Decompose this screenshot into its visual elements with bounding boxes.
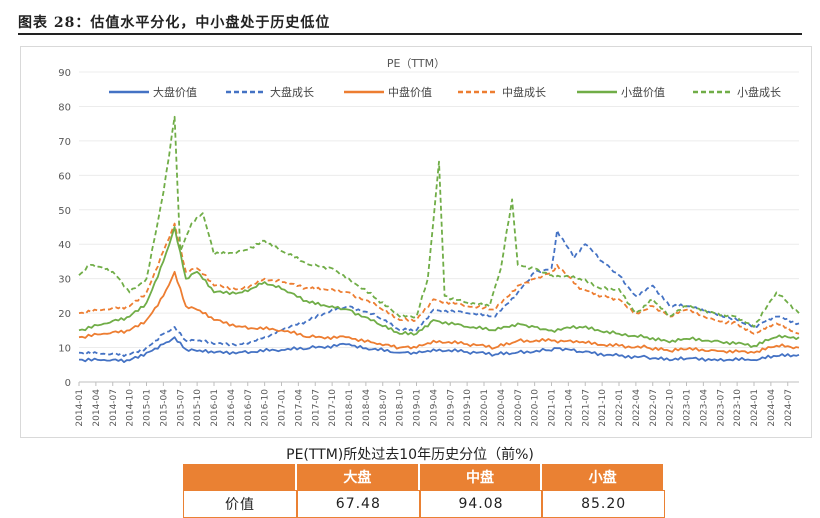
x-tick-label: 2024-01 — [750, 389, 760, 427]
x-axis: 2014-01 2014-04 2014-07 2014-10 2015-01 2015-… — [75, 382, 794, 427]
figure-title: 图表 28：估值水平分化，中小盘处于历史低位 — [18, 15, 331, 31]
table-row-label: 价值 — [183, 490, 297, 518]
chart-legend: 大盘价值 大盘成长 中盘价值 中盘成长 小盘价值 小盘成长 — [109, 85, 781, 99]
y-tick-label: 30 — [58, 275, 71, 286]
legend-label: 中盘价值 — [388, 85, 432, 99]
x-tick-label: 2015-07 — [176, 389, 186, 427]
table-cell: 85.20 — [542, 490, 665, 518]
x-tick-label: 2019-01 — [413, 389, 423, 427]
table-header-cell: 小盘 — [542, 464, 665, 490]
x-tick-label: 2015-04 — [159, 389, 169, 427]
series-lines — [78, 115, 800, 364]
x-tick-label: 2023-01 — [683, 389, 693, 427]
y-axis: 0 10 20 30 40 50 60 70 80 90 — [58, 68, 799, 389]
x-tick-label: 2017-01 — [278, 389, 288, 427]
x-tick-label: 2020-01 — [480, 389, 490, 427]
x-tick-label: 2014-10 — [126, 389, 136, 427]
x-tick-label: 2022-07 — [649, 389, 659, 427]
table-row: 价值 67.48 94.08 85.20 — [183, 490, 665, 518]
x-tick-label: 2021-01 — [548, 389, 558, 427]
x-tick-label: 2016-04 — [227, 389, 237, 427]
x-tick-label: 2014-07 — [109, 389, 119, 427]
chart-title: PE（TTM） — [387, 57, 445, 70]
x-tick-label: 2016-10 — [261, 389, 271, 427]
series-line-小盘成长 — [78, 115, 800, 328]
pe-line-chart: PE（TTM） 大盘价值 大盘成长 中盘价值 中盘成长 小盘价值 小盘成长 0 10 20 30… — [58, 57, 800, 427]
table-cell: 94.08 — [419, 490, 543, 518]
legend-label: 小盘价值 — [621, 85, 665, 99]
x-tick-label: 2019-10 — [463, 389, 473, 427]
legend-label: 大盘成长 — [270, 85, 314, 99]
x-tick-label: 2017-04 — [294, 389, 304, 427]
x-tick-label: 2018-01 — [345, 389, 355, 427]
legend-label: 小盘成长 — [737, 85, 781, 99]
y-gridlines — [79, 71, 799, 349]
series-line-中盘价值 — [78, 270, 800, 355]
y-tick-label: 20 — [58, 309, 71, 320]
x-tick-label: 2022-01 — [615, 389, 625, 427]
y-tick-label: 70 — [58, 137, 71, 148]
pe-chart: PE（TTM） 大盘价值 大盘成长 中盘价值 中盘成长 小盘价值 小盘成长 0 10 20 30… — [20, 46, 812, 438]
x-tick-label: 2017-07 — [311, 389, 321, 427]
x-tick-label: 2019-07 — [446, 389, 456, 427]
x-tick-label: 2024-04 — [767, 389, 777, 427]
y-tick-label: 10 — [58, 344, 71, 355]
x-tick-label: 2023-07 — [716, 389, 726, 427]
y-tick-label: 0 — [65, 378, 71, 389]
table-header-cell: 大盘 — [297, 464, 420, 490]
x-tick-label: 2022-10 — [666, 389, 676, 427]
x-tick-label: 2014-04 — [92, 389, 102, 427]
x-tick-label: 2021-10 — [598, 389, 608, 427]
table-cell: 67.48 — [297, 490, 420, 518]
series-line-小盘价值 — [78, 226, 800, 348]
y-tick-label: 80 — [58, 102, 71, 113]
x-tick-label: 2018-10 — [396, 389, 406, 427]
x-tick-label: 2020-04 — [497, 389, 507, 427]
x-tick-label: 2018-07 — [379, 389, 389, 427]
legend-label: 大盘价值 — [153, 85, 197, 99]
x-tick-label: 2018-04 — [362, 389, 372, 427]
x-tick-label: 2024-07 — [784, 389, 794, 427]
x-tick-label: 2016-07 — [244, 389, 254, 427]
series-line-中盘成长 — [78, 222, 800, 335]
y-tick-label: 40 — [58, 240, 71, 251]
x-tick-label: 2015-10 — [193, 389, 203, 427]
x-tick-label: 2020-07 — [514, 389, 524, 427]
x-tick-label: 2023-10 — [733, 389, 743, 427]
table-title: PE(TTM)所处过去10年历史分位（前%) — [286, 447, 534, 463]
x-tick-label: 2017-10 — [328, 389, 338, 427]
table-header-row: 大盘 中盘 小盘 — [183, 464, 665, 490]
series-line-大盘成长 — [78, 229, 800, 358]
x-tick-label: 2016-01 — [210, 389, 220, 427]
y-tick-label: 90 — [58, 68, 71, 79]
x-tick-label: 2020-10 — [531, 389, 541, 427]
title-rule — [18, 33, 802, 35]
legend-label: 中盘成长 — [502, 85, 546, 99]
x-tick-label: 2014-01 — [75, 389, 85, 427]
y-tick-label: 60 — [58, 171, 71, 182]
x-tick-label: 2022-04 — [632, 389, 642, 427]
y-tick-label: 50 — [58, 206, 71, 217]
x-tick-label: 2023-04 — [699, 389, 709, 427]
percentile-table: 大盘 中盘 小盘 价值 67.48 94.08 85.20 — [183, 464, 665, 518]
x-tick-label: 2019-04 — [429, 389, 439, 427]
table-header-cell: 中盘 — [419, 464, 543, 490]
x-tick-label: 2015-01 — [143, 389, 153, 427]
series-line-大盘价值 — [78, 336, 800, 364]
table-header-cell — [183, 464, 297, 490]
x-tick-label: 2021-04 — [564, 389, 574, 427]
x-tick-label: 2021-07 — [581, 389, 591, 427]
